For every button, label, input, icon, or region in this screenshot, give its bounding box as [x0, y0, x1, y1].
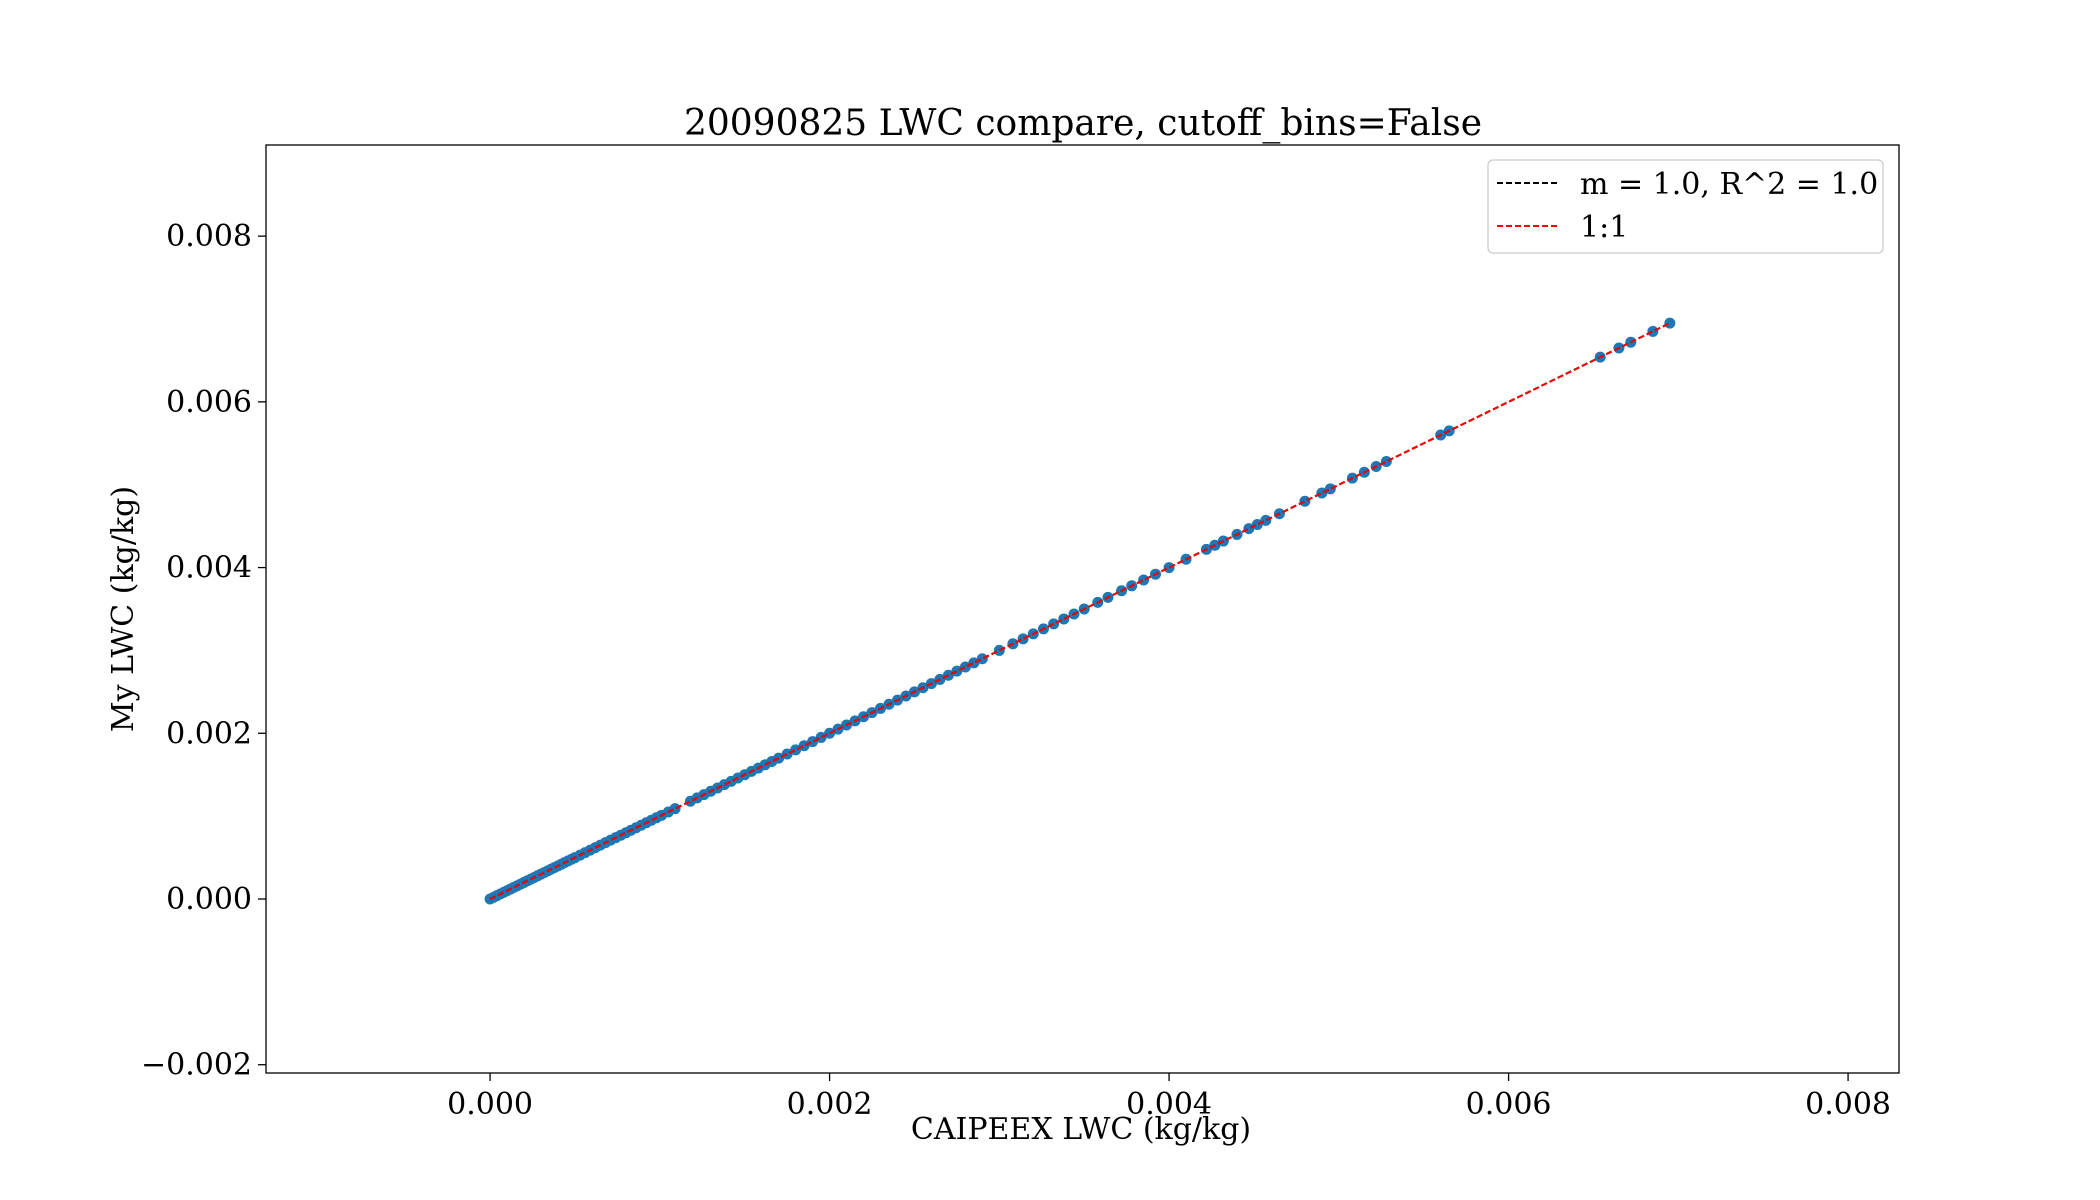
x-tick-label: 0.008 [1805, 1087, 1891, 1122]
data-point [1260, 514, 1272, 526]
x-tick-label: 0.002 [787, 1087, 873, 1122]
data-point [1058, 613, 1070, 625]
fit-lines [489, 322, 1671, 900]
data-point [1243, 523, 1255, 535]
data-point [1217, 535, 1229, 547]
y-tick-label: 0.004 [166, 551, 252, 586]
data-point [959, 661, 971, 673]
y-tick-label: 0.002 [166, 716, 252, 751]
data-point [942, 669, 954, 681]
x-tick-label: 0.006 [1466, 1087, 1552, 1122]
data-point [1316, 487, 1328, 499]
data-point [993, 644, 1005, 656]
legend-box [1487, 159, 1884, 254]
data-points [484, 317, 1676, 905]
data-point [968, 657, 980, 669]
data-point [951, 665, 963, 677]
data-point [807, 736, 819, 748]
data-point [1163, 562, 1175, 574]
data-point [976, 653, 988, 665]
data-point [1048, 618, 1060, 630]
data-point [1251, 518, 1263, 530]
data-point [1380, 456, 1392, 468]
data-point [790, 744, 802, 756]
legend-label-one-to-one: 1:1 [1580, 210, 1628, 245]
chart-title: 20090825 LWC compare, cutoff_bins=False [684, 103, 1482, 144]
data-point [1017, 633, 1029, 645]
x-tick-label: 0.000 [447, 1087, 533, 1122]
y-tick-label: −0.002 [141, 1048, 252, 1083]
data-point [798, 740, 810, 752]
y-tick-label: 0.006 [166, 385, 252, 420]
y-tick-label: 0.000 [166, 882, 252, 917]
data-point [815, 731, 827, 743]
x-axis-label: CAIPEEX LWC (kg/kg) [911, 1112, 1251, 1147]
y-tick-label: 0.008 [166, 219, 252, 254]
data-point [1647, 325, 1659, 337]
x-tick-label: 0.004 [1126, 1087, 1212, 1122]
data-point [1324, 483, 1336, 495]
plot-area [265, 144, 1900, 1074]
data-point [1138, 574, 1150, 586]
legend-label-fit: m = 1.0, R^2 = 1.0 [1580, 167, 1878, 202]
data-point [1664, 317, 1676, 329]
y-axis-label: My LWC (kg/kg) [106, 486, 141, 732]
data-point [1299, 495, 1311, 507]
one-to-one-line [489, 322, 1671, 900]
data-point [824, 727, 836, 739]
data-point [773, 752, 785, 764]
data-point [669, 803, 681, 815]
axis-ticks: 0.000 0.002 0.004 0.006 0.008 −0.002 0.000 0.00… [141, 219, 1891, 1122]
legend: m = 1.0, R^2 = 1.0 1:1 [1487, 159, 1884, 254]
data-point [781, 748, 793, 760]
